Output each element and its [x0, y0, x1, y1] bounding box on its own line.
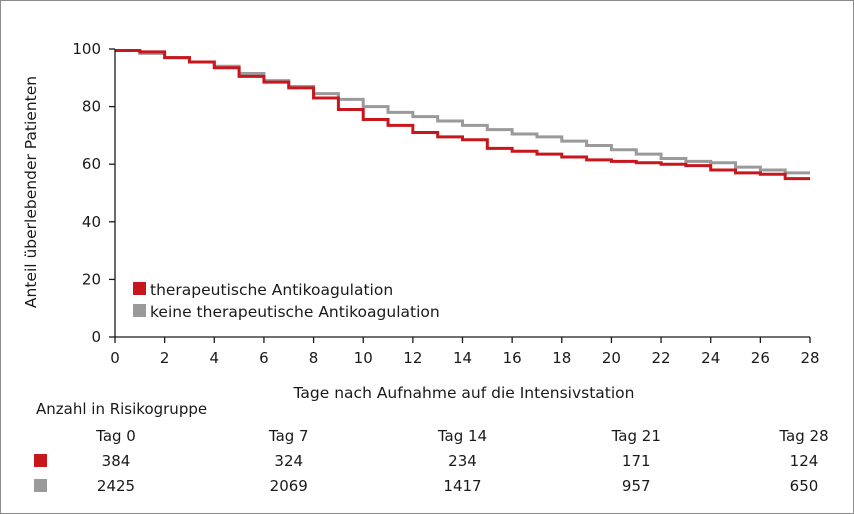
- x-tick-label: 22: [652, 349, 671, 367]
- risk-table-header: Tag 7: [268, 427, 309, 445]
- x-tick-label: 18: [552, 349, 571, 367]
- risk-table-rows: 384 324 234 171 124 2425 2069 1417 957 650: [34, 452, 818, 495]
- x-ticks: 0 2 4 6 8 10 12 14 16 18 20 22 24 26 28: [110, 337, 820, 367]
- risk-table-cell: 957: [622, 477, 651, 495]
- risk-table-cell: 384: [102, 452, 131, 470]
- x-tick-label: 8: [309, 349, 319, 367]
- x-tick-label: 26: [751, 349, 770, 367]
- legend-swatch-anticoag: [133, 282, 146, 295]
- x-axis-title: Tage nach Aufnahme auf die Intensivstati…: [293, 384, 635, 402]
- risk-table-cell: 124: [790, 452, 819, 470]
- x-tick-label: 10: [354, 349, 373, 367]
- x-tick-label: 16: [503, 349, 522, 367]
- risk-table-cell: 324: [274, 452, 303, 470]
- risk-table-cell: 2425: [97, 477, 135, 495]
- risk-table-cell: 171: [622, 452, 651, 470]
- risk-table-header: Tag 28: [778, 427, 828, 445]
- y-tick-label: 100: [72, 40, 101, 58]
- x-tick-label: 0: [110, 349, 120, 367]
- legend: therapeutische Antikoagulation keine the…: [133, 281, 440, 321]
- risk-table-header: Tag 21: [611, 427, 661, 445]
- risk-table-cell: 234: [448, 452, 477, 470]
- risk-table-title: Anzahl in Risikogruppe: [36, 400, 207, 418]
- x-tick-label: 6: [259, 349, 269, 367]
- y-tick-label: 40: [82, 213, 101, 231]
- legend-swatch-no-anticoag: [133, 304, 146, 317]
- risk-table: Anzahl in Risikogruppe Tag 0 Tag 7 Tag 14 T…: [34, 400, 829, 495]
- y-tick-label: 0: [91, 328, 101, 346]
- risk-row-swatch: [34, 479, 47, 492]
- survival-curves: [115, 48, 810, 181]
- x-tick-label: 14: [453, 349, 472, 367]
- risk-table-cell: 650: [790, 477, 819, 495]
- risk-table-cell: 2069: [270, 477, 308, 495]
- y-tick-label: 80: [82, 98, 101, 116]
- y-tick-label: 20: [82, 270, 101, 288]
- risk-table-cell: 1417: [443, 477, 481, 495]
- y-axis-title: Anteil überlebender Patienten: [22, 76, 40, 308]
- risk-table-headers: Tag 0 Tag 7 Tag 14 Tag 21 Tag 28: [95, 427, 828, 445]
- risk-table-header: Tag 14: [437, 427, 487, 445]
- risk-row-swatch: [34, 454, 47, 467]
- risk-table-header: Tag 0: [95, 427, 136, 445]
- y-tick-label: 60: [82, 155, 101, 173]
- x-tick-label: 28: [800, 349, 819, 367]
- x-tick-label: 2: [160, 349, 170, 367]
- curve-anticoag: [115, 48, 810, 181]
- x-tick-label: 4: [210, 349, 220, 367]
- x-tick-label: 12: [403, 349, 422, 367]
- x-tick-label: 24: [701, 349, 720, 367]
- y-ticks: 0 20 40 60 80 100: [72, 40, 115, 346]
- legend-label-anticoag: therapeutische Antikoagulation: [150, 281, 393, 299]
- x-tick-label: 20: [602, 349, 621, 367]
- legend-label-no-anticoag: keine therapeutische Antikoagulation: [150, 303, 440, 321]
